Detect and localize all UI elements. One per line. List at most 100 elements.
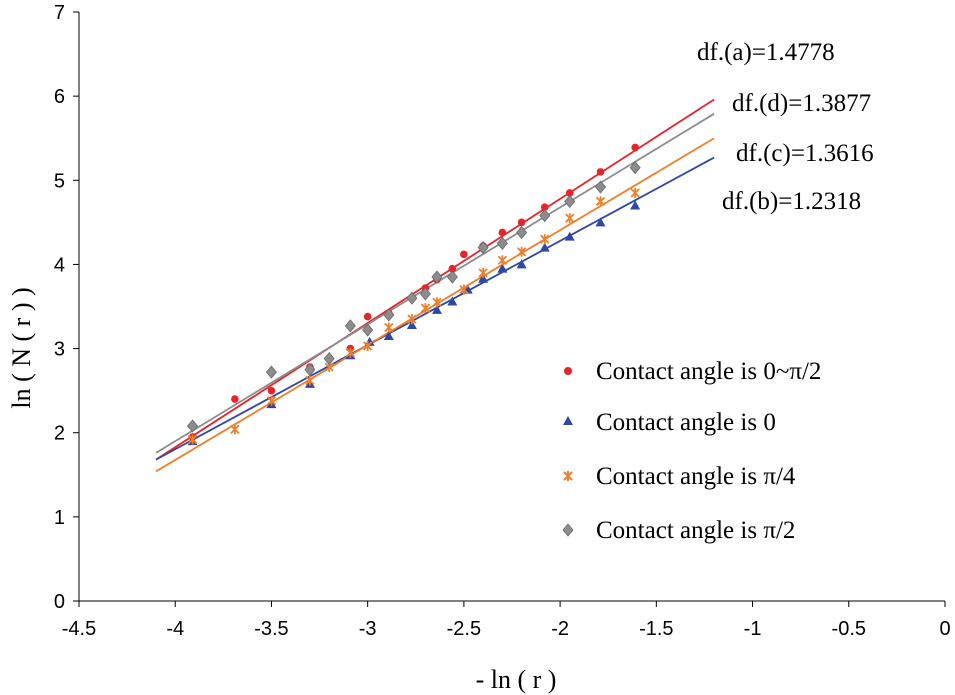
data-point-diamond: [323, 352, 335, 366]
y-tick-label: 4: [54, 254, 65, 276]
data-point-circle: [596, 168, 605, 176]
data-point-x: [266, 395, 277, 406]
x-tick-label: -2: [551, 618, 569, 640]
annotation-df-a: df.(a)=1.4778: [697, 39, 835, 66]
x-axis-title: - ln ( r ): [476, 665, 557, 694]
data-point-triangle: [630, 200, 641, 210]
fit-line: [155, 113, 715, 454]
data-point-circle: [460, 250, 468, 259]
annotation-df-c: df.(c)=1.3616: [736, 140, 874, 167]
data-point-diamond: [406, 291, 418, 305]
data-point-triangle: [383, 330, 394, 340]
data-point-diamond: [187, 419, 199, 433]
x-tick-label: -1.5: [639, 618, 673, 640]
data-point-diamond: [383, 308, 395, 322]
data-point-diamond: [629, 161, 641, 175]
data-point-diamond: [564, 194, 576, 208]
data-point-circle: [363, 312, 372, 321]
y-tick-label: 6: [54, 86, 65, 108]
plot-frame: [78, 12, 945, 602]
data-point-x: [497, 255, 508, 266]
data-point-x: [305, 375, 315, 386]
x-tick-label: -4: [166, 618, 184, 640]
data-point-diamond: [362, 323, 374, 337]
x-tick-label: -3.5: [254, 618, 288, 640]
legend: Contact angle is 0~π/2 Contact angle is …: [562, 358, 821, 544]
data-point-triangle: [497, 263, 508, 273]
annotation-df-d: df.(d)=1.3877: [732, 90, 871, 117]
data-point-diamond: [539, 209, 551, 223]
data-point-triangle: [516, 259, 527, 269]
data-point-triangle: [447, 296, 458, 306]
data-point-circle: [231, 395, 239, 403]
data-point-circle: [631, 143, 639, 152]
data-point-diamond: [477, 240, 489, 255]
data-point-x: [478, 267, 488, 278]
data-point-diamond: [496, 236, 508, 251]
y-tick-label: 5: [54, 170, 65, 192]
data-point-x: [459, 284, 469, 295]
axis-ticks: -4.5 -4 -3.5 -3 -2.5 -2 -1.5 -1 -0.5 0 0 1 2 3 4 5 6 7: [54, 2, 951, 640]
data-point-circle: [448, 264, 457, 273]
data-point-x: [630, 187, 640, 198]
y-tick-label: 0: [54, 591, 65, 613]
legend-item-3: Contact angle is π/2: [562, 517, 795, 544]
data-point-triangle: [595, 217, 606, 227]
data-point-diamond: [304, 362, 316, 377]
data-point-diamond: [265, 365, 277, 379]
data-point-x: [187, 434, 198, 445]
legend-marker-circle: [564, 367, 572, 375]
data-point-triangle: [539, 242, 550, 252]
data-point-x: [230, 424, 240, 435]
data-point-triangle: [406, 320, 417, 330]
data-point-circle: [540, 203, 549, 212]
data-point-circle: [498, 228, 507, 237]
legend-item-2: Contact angle is π/4: [563, 463, 796, 490]
data-point-x: [516, 246, 527, 257]
x-tick-label: -0.5: [832, 618, 866, 640]
legend-marker-diamond: [562, 523, 574, 537]
data-point-circle: [517, 218, 526, 227]
legend-label: Contact angle is π/4: [596, 463, 796, 490]
legend-marker-triangle: [563, 416, 573, 425]
data-point-x: [432, 297, 442, 308]
data-point-triangle: [431, 304, 442, 314]
data-point-x: [595, 196, 606, 207]
legend-label: Contact angle is 0~π/2: [596, 358, 821, 385]
data-point-diamond: [595, 180, 607, 194]
y-tick-label: 2: [54, 423, 65, 445]
y-tick-label: 1: [54, 507, 65, 529]
legend-item-1: Contact angle is 0: [563, 409, 776, 436]
y-tick-label: 7: [54, 2, 65, 24]
data-point-x: [345, 347, 355, 358]
legend-marker-x: [563, 471, 573, 481]
data-point-triangle: [478, 273, 489, 283]
data-point-x: [565, 213, 575, 224]
data-point-x: [420, 303, 431, 314]
data-point-circle: [267, 386, 276, 395]
x-tick-label: -1: [744, 618, 762, 640]
legend-label: Contact angle is 0: [596, 409, 776, 436]
y-axis-title: ln ( N ( r ) ): [7, 287, 36, 408]
data-point-diamond: [344, 319, 356, 333]
data-point-x: [384, 322, 394, 333]
x-tick-label: -2.5: [447, 618, 481, 640]
legend-item-0: Contact angle is 0~π/2: [564, 358, 821, 385]
y-tick-label: 3: [54, 339, 65, 361]
data-point-x: [407, 314, 417, 325]
data-points: [187, 143, 641, 446]
x-tick-label: 0: [939, 618, 950, 640]
data-point-circle: [565, 189, 574, 197]
annotation-df-b: df.(b)=1.2318: [722, 188, 861, 215]
data-point-diamond: [431, 270, 443, 284]
data-point-x: [363, 341, 373, 352]
x-tick-label: -3: [359, 618, 377, 640]
legend-label: Contact angle is π/2: [596, 517, 795, 544]
data-point-diamond: [516, 225, 528, 240]
data-point-x: [540, 234, 550, 245]
data-point-triangle: [564, 231, 575, 241]
x-tick-label: -4.5: [62, 618, 96, 640]
data-point-diamond: [446, 270, 458, 284]
data-point-diamond: [419, 287, 431, 301]
